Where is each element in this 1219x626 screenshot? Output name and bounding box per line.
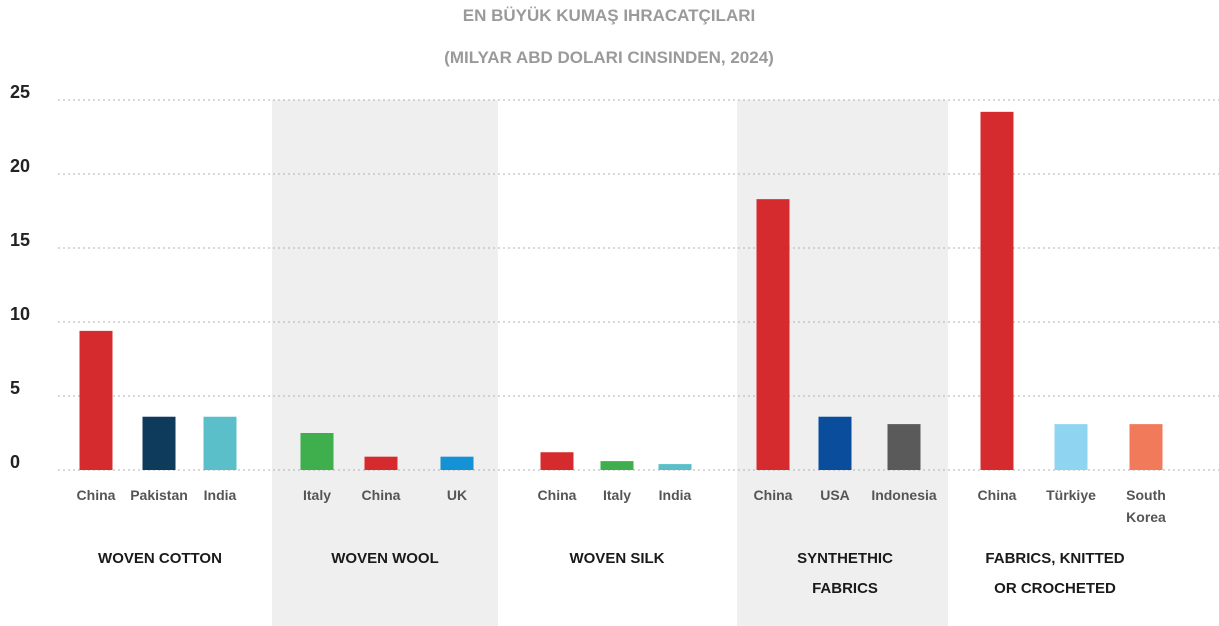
category-label: China bbox=[754, 487, 793, 503]
y-tick-label: 0 bbox=[10, 452, 20, 472]
category-label: UK bbox=[447, 487, 467, 503]
bar-4-0 bbox=[980, 111, 1014, 470]
group-label: SYNTHETHIC FABRICS bbox=[797, 550, 893, 597]
category-label: China bbox=[538, 487, 577, 503]
chart-title: EN BÜYÜK KUMAŞ IHRACATÇILARI bbox=[463, 6, 755, 25]
y-tick-label: 10 bbox=[10, 304, 30, 324]
group-label: WOVEN SILK bbox=[569, 550, 664, 567]
category-label: India bbox=[204, 487, 237, 503]
bar-3-0 bbox=[756, 199, 790, 470]
y-tick-label: 5 bbox=[10, 378, 20, 398]
category-label: Türkiye bbox=[1046, 487, 1096, 503]
bar-0-2 bbox=[203, 416, 237, 470]
category-label: China bbox=[362, 487, 401, 503]
bar-3-1 bbox=[818, 416, 852, 470]
category-label: Italy bbox=[303, 487, 331, 503]
bar-2-1 bbox=[600, 461, 634, 470]
group-label: FABRICS, KNITTED OR CROCHETED bbox=[985, 550, 1124, 597]
chart-subtitle: (MILYAR ABD DOLARI CINSINDEN, 2024) bbox=[444, 48, 774, 67]
category-label: India bbox=[659, 487, 692, 503]
group-labels: WOVEN COTTON WOVEN WOOL WOVEN SILK SYNTHETH… bbox=[98, 550, 1125, 597]
category-label: Indonesia bbox=[871, 487, 937, 503]
group-label: WOVEN WOOL bbox=[331, 550, 439, 567]
bar-1-2 bbox=[440, 456, 474, 470]
y-axis-ticks: 0 5 10 15 20 25 bbox=[10, 82, 30, 472]
category-label: China bbox=[978, 487, 1017, 503]
group-shade-1 bbox=[272, 100, 498, 626]
bars bbox=[79, 111, 1163, 470]
bar-0-1 bbox=[142, 416, 176, 470]
y-tick-label: 15 bbox=[10, 230, 30, 250]
bar-0-0 bbox=[79, 330, 113, 470]
category-label: China bbox=[77, 487, 116, 503]
y-tick-label: 25 bbox=[10, 82, 30, 102]
gridlines bbox=[58, 99, 1219, 471]
group-shading bbox=[272, 100, 948, 626]
bar-4-2 bbox=[1129, 424, 1163, 470]
bar-1-0 bbox=[300, 433, 334, 470]
group-label: WOVEN COTTON bbox=[98, 550, 222, 567]
bar-4-1 bbox=[1054, 424, 1088, 470]
bar-2-0 bbox=[540, 452, 574, 470]
bar-2-2 bbox=[658, 464, 692, 470]
category-label: Pakistan bbox=[130, 487, 188, 503]
x-axis-labels: China Pakistan India Italy China UK China Italy… bbox=[77, 487, 1166, 525]
category-label: South Korea bbox=[1126, 487, 1166, 525]
y-tick-label: 20 bbox=[10, 156, 30, 176]
bar-1-1 bbox=[364, 456, 398, 470]
bar-3-2 bbox=[887, 424, 921, 470]
category-label: USA bbox=[820, 487, 850, 503]
category-label: Italy bbox=[603, 487, 631, 503]
